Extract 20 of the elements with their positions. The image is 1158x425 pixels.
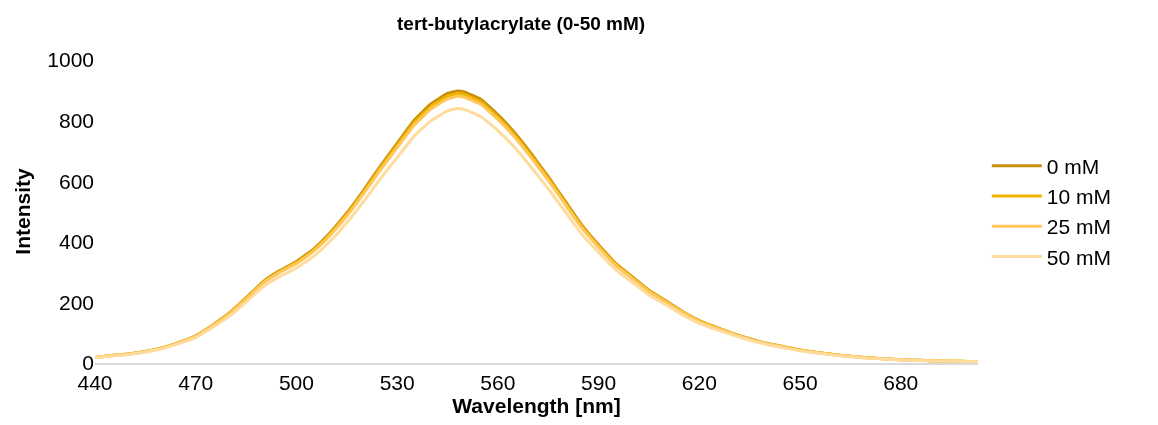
legend-label: 10 mM	[1046, 185, 1112, 209]
x-tick-label: 470	[178, 371, 214, 395]
y-tick-label: 800	[58, 108, 94, 132]
y-axis-title: Intensity	[11, 168, 35, 255]
y-tick-label: 1000	[47, 48, 94, 72]
x-tick-label: 590	[581, 371, 617, 395]
legend-label: 50 mM	[1046, 245, 1112, 269]
legend-label: 25 mM	[1046, 215, 1112, 239]
x-tick-label: 560	[480, 371, 516, 395]
x-tick-label: 500	[278, 371, 314, 395]
x-tick-label: 680	[883, 371, 919, 395]
legend-label: 0 mM	[1046, 154, 1100, 178]
x-tick-label: 620	[681, 371, 717, 395]
chart-title: tert-butylacrylate (0-50 mM)	[397, 13, 646, 35]
x-tick-label: 530	[379, 371, 415, 395]
y-tick-label: 400	[58, 230, 94, 254]
x-tick-label: 650	[782, 371, 818, 395]
x-axis-title: Wavelength [nm]	[452, 394, 621, 418]
y-tick-label: 200	[58, 290, 94, 314]
y-tick-label: 600	[58, 169, 94, 193]
